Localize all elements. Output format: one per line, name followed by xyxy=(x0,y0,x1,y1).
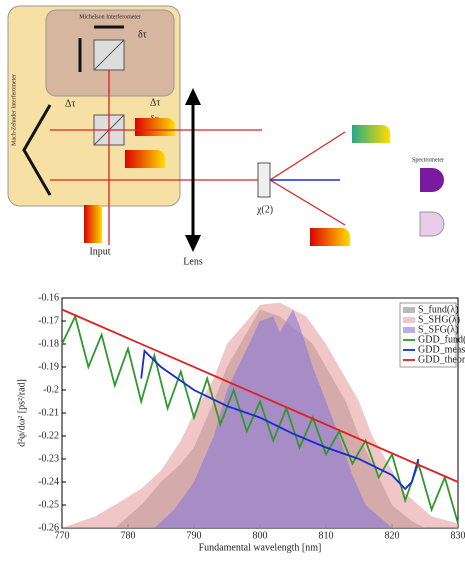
delta-tau: δτ xyxy=(138,29,147,40)
pulse-icon xyxy=(135,118,175,136)
crystal xyxy=(258,163,270,197)
michelson-label: Michelson Interferometer xyxy=(79,13,140,20)
input-label: Input xyxy=(89,246,110,257)
x-tick-label: 810 xyxy=(319,530,334,541)
mach-zehnder-label: Mach-Zehnder Interferometer xyxy=(10,74,17,146)
y-tick-label: -0.16 xyxy=(38,292,59,303)
page: {"diagram": {"michelson": "Michelson Int… xyxy=(0,0,465,560)
x-tick-label: 830 xyxy=(451,530,465,541)
figure: Michelson Interferometer Mach-Zehnder In… xyxy=(0,0,465,560)
x-tick-label: 820 xyxy=(385,530,400,541)
y-tick-label: -0.2 xyxy=(43,384,59,395)
y-tick-label: -0.22 xyxy=(38,430,59,441)
spectrometer xyxy=(420,212,444,236)
y-tick-label: -0.24 xyxy=(38,476,59,487)
y-tick-label: -0.23 xyxy=(38,453,59,464)
x-tick-label: 770 xyxy=(55,530,70,541)
x-tick-label: 790 xyxy=(187,530,202,541)
chart: -0.16 -0.17 -0.18 -0.19 -0.2 -0.21 -0.22 -0.23 -… xyxy=(16,292,465,553)
spectrometer xyxy=(420,168,444,192)
pulse-icon xyxy=(125,150,165,168)
y-axis-label: d²φ/dω² [ps²/rad] xyxy=(16,379,27,447)
delta-tau: Δτ xyxy=(65,98,75,109)
delta-tau: Δτ xyxy=(150,97,160,108)
y-tick-label: -0.21 xyxy=(38,407,59,418)
y-tick-label: -0.18 xyxy=(38,338,59,349)
y-tick-label: -0.25 xyxy=(38,499,59,510)
y-tick-label: -0.19 xyxy=(38,361,59,372)
y-tick-label: -0.17 xyxy=(38,315,59,326)
legend-label: GDD_theory(λ) xyxy=(418,354,465,365)
x-tick-label: 780 xyxy=(121,530,136,541)
spectrometer-label: Spectrometer xyxy=(412,157,444,163)
pulse-icon xyxy=(84,205,102,243)
legend-swatch xyxy=(403,317,415,323)
x-axis-label: Fundamental wavelength [nm] xyxy=(199,542,322,553)
pulse-icon xyxy=(352,125,390,143)
legend-swatch xyxy=(403,307,415,313)
pulse-icon xyxy=(310,228,350,246)
x-tick-label: 800 xyxy=(253,530,268,541)
legend-swatch xyxy=(403,327,415,333)
setup-diagram: Michelson Interferometer Mach-Zehnder In… xyxy=(8,6,444,267)
lens-label: Lens xyxy=(183,256,203,267)
crystal-label: χ(2) xyxy=(256,204,273,215)
